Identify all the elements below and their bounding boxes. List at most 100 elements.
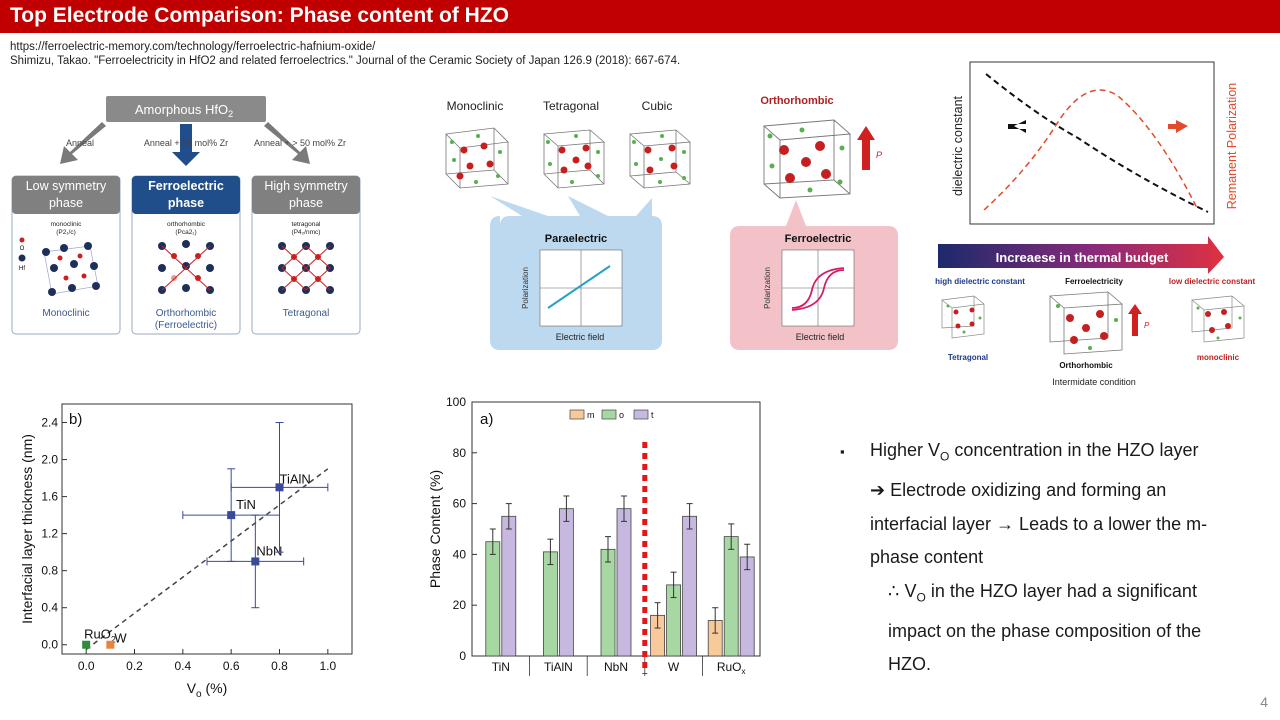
orthorhombic-cell: [762, 119, 852, 199]
legend-label: o: [619, 410, 624, 420]
svg-text:Tetragonal: Tetragonal: [948, 353, 988, 362]
bullet-square-icon: ▪: [840, 443, 845, 459]
orthorhombic-name: Orthorhombic: [156, 308, 217, 319]
legend-label: m: [587, 410, 595, 420]
bar-t: [739, 556, 755, 657]
scatter-point-ruo: [82, 640, 91, 649]
scatter-ytick-label: 0.0: [41, 638, 58, 652]
reference-citation: Shimizu, Takao. "Ferroelectricity in HfO…: [10, 55, 681, 67]
legend-swatch-o: [601, 409, 617, 420]
scatter-point-label: TiAlN: [280, 471, 311, 486]
monoclinic-cell: [445, 127, 509, 189]
tetragonal-name: Tetragonal: [283, 308, 330, 319]
legend-swatch-t: [633, 409, 649, 420]
svg-text:monoclinic: monoclinic: [51, 221, 82, 228]
scatter-point-label: NbN: [256, 543, 282, 558]
amorphous-label: Amorphous HfO2: [135, 102, 233, 119]
thermal-budget-banner: [938, 236, 1224, 274]
header-ferroelectric: Ferroelectric phase: [148, 179, 224, 210]
dielectric-axis-label: dielectric constant: [951, 95, 965, 196]
bar-o: [485, 541, 501, 657]
column-monoclinic: Low symmetry phase monoclinic (P2₁/c) O …: [11, 175, 121, 335]
anneal-label: Anneal: [66, 138, 94, 148]
polarization-curve: [983, 89, 1199, 211]
polarization-arrow: [857, 126, 875, 170]
scatter-point-nbn: [251, 557, 260, 566]
bar-ytick-label: 20: [453, 598, 467, 612]
svg-text:monoclinic: monoclinic: [1197, 353, 1240, 362]
scatter-ytick-label: 2.0: [41, 453, 58, 467]
anneal-gt50-label: Anneal + > 50 mol% Zr: [254, 138, 346, 148]
bar-plot-frame: [471, 401, 761, 657]
phase-formation-figure: Amorphous HfO2 Anneal Anneal + 50 mol% Z…: [11, 96, 361, 335]
scatter-ytick-label: 0.8: [41, 564, 58, 578]
bullet-line-3: interfacial layer → Leads to a lower the…: [870, 513, 1208, 534]
column-tetragonal: High symmetry phase tetragonal (P4₂/nmc)…: [251, 175, 361, 335]
svg-text:Orthorhombic: Orthorhombic: [1059, 361, 1113, 370]
svg-text:Intermidate condition: Intermidate condition: [1052, 377, 1136, 387]
polarization-axis-label: Remanent Polarization: [1225, 83, 1239, 210]
bar-t: [616, 508, 632, 657]
bar-ylabel: Phase Content (%): [427, 470, 443, 588]
scatter-xtick-label: 0.4: [174, 659, 191, 673]
thermal-budget-figure: dielectric constant Remanent Polarizatio…: [935, 61, 1256, 387]
bar-t: [501, 515, 517, 657]
scatter-point-tialn: [275, 483, 284, 492]
monoclinic-label: Monoclinic: [447, 99, 504, 113]
scatter-panel-label: b): [69, 411, 82, 428]
scatter-xtick-label: 0.6: [223, 659, 240, 673]
scatter-point-label: TiN: [236, 497, 256, 512]
svg-text:Hf: Hf: [19, 266, 25, 272]
orthorhombic-small-cell: [1048, 291, 1124, 355]
scatter-ytick-label: 1.2: [41, 527, 58, 541]
bar-category-label: RuOx: [717, 660, 746, 676]
bar-o: [600, 548, 616, 657]
bullet-line-2: ➔ Electrode oxidizing and forming an: [870, 480, 1167, 501]
scatter-xtick-label: 0.8: [271, 659, 288, 673]
svg-text:tetragonal: tetragonal: [292, 221, 321, 228]
svg-text:Ferroelectricity: Ferroelectricity: [1065, 277, 1123, 286]
bullet-line-1: ▪ Higher VO concentration in the HZO laye…: [840, 434, 1260, 474]
scatter-ylabel: Interfacial layer thickness (nm): [19, 434, 35, 624]
scatter-xtick-label: 1.0: [319, 659, 336, 673]
bar-ytick-label: 100: [446, 395, 466, 409]
bar-ytick-label: 0: [459, 649, 466, 663]
amorphous-box: [106, 96, 266, 122]
svg-text:low dielectric constant: low dielectric constant: [1169, 277, 1256, 286]
svg-text:(P4₂/nmc): (P4₂/nmc): [292, 229, 321, 236]
paraelectric-title: Paraelectric: [545, 233, 607, 245]
bullet-line-7: HZO.: [888, 654, 931, 675]
svg-text:P: P: [876, 150, 882, 160]
svg-text:Polarization: Polarization: [763, 267, 772, 309]
bar-ytick-label: 40: [453, 547, 467, 561]
ferroelectric-title: Ferroelectric: [785, 233, 852, 245]
svg-text:Electric field: Electric field: [796, 332, 845, 342]
bullet-line-5: ∴ VO in the HZO layer had a significant: [888, 580, 1197, 605]
scatter-ytick-label: 0.4: [41, 601, 58, 615]
tetragonal-label: Tetragonal: [543, 99, 599, 113]
svg-text:(P2₁/c): (P2₁/c): [56, 229, 76, 236]
bar-o: [543, 551, 558, 657]
svg-text:Polarization: Polarization: [521, 267, 530, 309]
bar-category-label: TiN: [492, 660, 510, 674]
orthorhombic-subname: (Ferroelectric): [155, 320, 217, 331]
crystal-phase-figure: Monoclinic Tetragonal Cubic Orthorhombic…: [445, 95, 898, 350]
slide-title: Top Electrode Comparison: Phase content …: [10, 4, 509, 27]
bar-category-label: TiAlN: [544, 660, 573, 674]
bar-t: [682, 515, 698, 657]
scatter-point-label: RuO2: [84, 627, 116, 645]
thermal-budget-label: Increaese in thermal budget: [996, 250, 1169, 265]
svg-text:P: P: [1144, 321, 1150, 330]
scatter-point-label: W: [114, 631, 127, 646]
scatter-xtick-label: 0.2: [126, 659, 143, 673]
interfacial-thickness-chart: b) 0.0 0.4 0.8 1.2 1.6 2.0 2.4 0.0 0.2 0.4 0.6 0.8…: [19, 403, 353, 700]
scatter-ytick-label: 2.4: [41, 416, 58, 430]
bullet-line-4: phase content: [870, 547, 984, 568]
bar-t: [558, 508, 574, 657]
bar-o: [723, 536, 739, 657]
header-high-symmetry: High symmetry phase: [264, 179, 348, 210]
legend-swatch-m: [569, 409, 585, 420]
bullet-text: ▪ Higher VO concentration in the HZO laye…: [840, 434, 1260, 682]
left-black-arrow: [1008, 120, 1026, 133]
bar-panel-label: a): [480, 411, 493, 428]
